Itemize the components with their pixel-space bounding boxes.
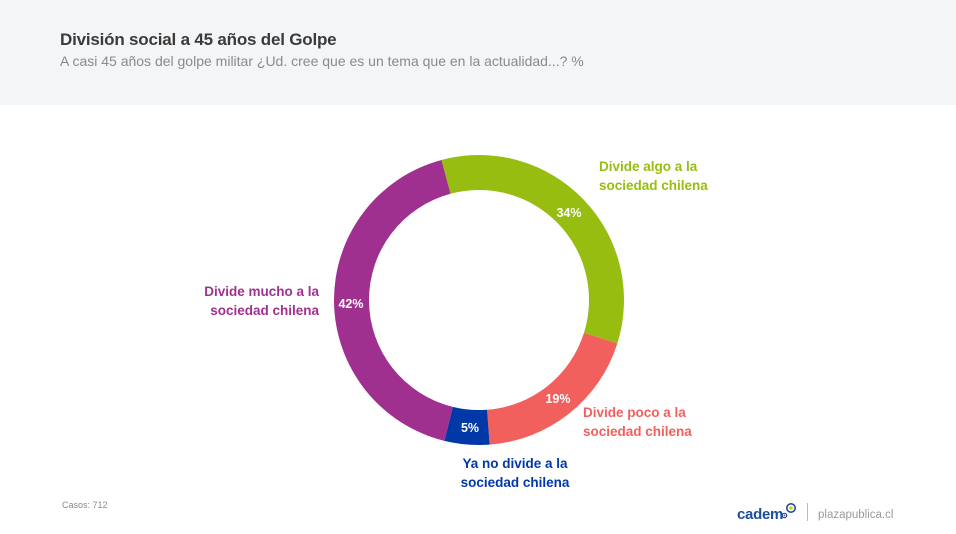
- slice-divide-poco-a-la-sociedad-chilena: [487, 332, 618, 445]
- slice-divide-algo-a-la-sociedad-chilena: [441, 154, 624, 344]
- header-band: División social a 45 años del Golpe A ca…: [0, 0, 956, 105]
- percent-labels: 34% 19% 5% 42%: [338, 206, 581, 435]
- cadem-logo: cadem: [737, 506, 784, 523]
- slice-ya-no-divide-a-la-sociedad-chilena: [444, 406, 490, 445]
- slice-divide-mucho-a-la-sociedad-chilena: [333, 159, 453, 441]
- category-label-divide-poco-a-la-sociedad-chilena: Divide poco a la sociedad chilena: [583, 405, 692, 439]
- data-label-ya-no-divide-a-la-sociedad-chilena: 5%: [461, 421, 479, 435]
- data-label-divide-algo-a-la-sociedad-chilena: 34%: [556, 206, 581, 220]
- data-label-divide-mucho-a-la-sociedad-chilena: 42%: [338, 297, 363, 311]
- donut-slices: [333, 154, 624, 445]
- site-link[interactable]: plazapublica.cl: [818, 509, 894, 521]
- category-labels: Divide algo a la sociedad chilena Divide p…: [204, 159, 708, 490]
- category-label-divide-algo-a-la-sociedad-chilena: Divide algo a la sociedad chilena: [599, 159, 708, 193]
- chart-subtitle: A casi 45 años del golpe militar ¿Ud. cr…: [60, 53, 584, 69]
- chart-title: División social a 45 años del Golpe: [60, 30, 337, 49]
- cases-note: Casos: 712: [62, 500, 108, 510]
- data-label-divide-poco-a-la-sociedad-chilena: 19%: [545, 392, 570, 406]
- category-label-ya-no-divide-a-la-sociedad-chilena: Ya no divide a la sociedad chilena: [461, 456, 570, 490]
- footer-divider: [807, 503, 808, 521]
- cadem-logo-icon: [781, 503, 796, 519]
- category-label-divide-mucho-a-la-sociedad-chilena: Divide mucho a la sociedad chilena: [204, 284, 319, 318]
